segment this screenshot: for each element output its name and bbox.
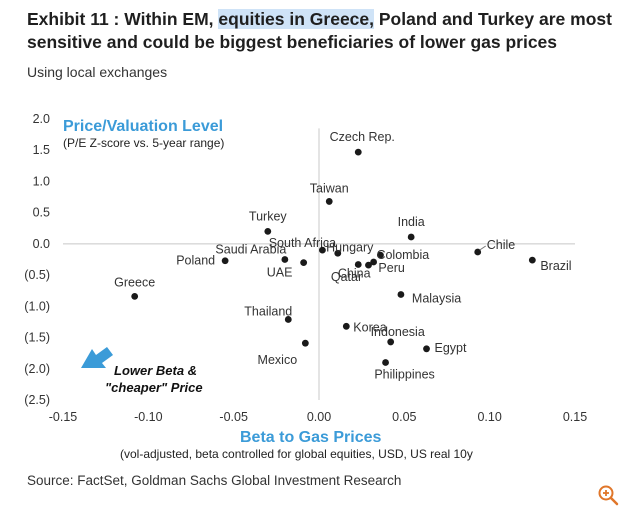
y-tick-label: (1.5) [24, 331, 50, 345]
data-labels: Czech Rep. Taiwan Turkey India South AfricaH… [114, 130, 571, 381]
y-tick-label: 0.5 [33, 206, 50, 220]
label-china: China [338, 266, 371, 280]
annotation-line-2: "cheaper" Price [105, 380, 203, 395]
x-tick-label: -0.10 [134, 410, 163, 424]
label-korea: Korea [353, 320, 386, 334]
scatter-chart: 2.0 1.5 1.0 0.5 0.0 (0.5) (1.0) (1.5) (2.0) (2.5)… [24, 112, 587, 461]
x-tick-label: -0.15 [49, 410, 78, 424]
label-chile: Chile [487, 238, 516, 252]
point-india [407, 233, 415, 241]
point-malaysia [397, 291, 405, 298]
y-axis-note: (P/E Z-score vs. 5-year range) [63, 136, 224, 150]
leader-line-chile [479, 245, 486, 251]
point-taiwan [325, 198, 333, 205]
data-points [131, 148, 536, 366]
point-egypt [423, 345, 430, 353]
point-uae [300, 259, 308, 267]
point-korea [342, 322, 350, 330]
y-tick-label: (2.0) [24, 362, 50, 376]
y-axis-title: Price/Valuation Level [63, 118, 223, 135]
label-uae: UAE [267, 266, 293, 280]
point-turkey [264, 228, 272, 235]
title-prefix: Exhibit 11 : Within EM, [27, 9, 219, 29]
label-colombia: Colombia [376, 248, 429, 262]
annotation-line-1: Lower Beta & [114, 363, 197, 378]
label-qatar: Qatar [331, 270, 362, 284]
label-hungary: Hungary [326, 240, 374, 254]
y-tick-label: 2.0 [33, 112, 50, 126]
x-tick-label: 0.00 [307, 410, 331, 424]
label-philippines: Philippines [374, 368, 434, 382]
label-thailand: Thailand [244, 304, 292, 318]
point-peru [370, 258, 378, 266]
label-peru: Peru [378, 261, 404, 275]
point-mexico [301, 339, 309, 347]
x-tick-label: 0.15 [563, 410, 587, 424]
zoom-in-icon[interactable] [597, 484, 619, 506]
point-south-africa [319, 246, 326, 254]
label-brazil: Brazil [540, 259, 571, 273]
point-czech-rep [354, 148, 362, 156]
x-tick-label: -0.05 [219, 410, 248, 424]
y-tick-label: (0.5) [24, 268, 50, 282]
point-china [354, 261, 362, 268]
title-highlight: equities in Greece, [218, 9, 375, 29]
label-poland: Poland [176, 254, 215, 268]
label-greece: Greece [114, 275, 155, 289]
y-tick-label: (1.0) [24, 299, 50, 313]
point-chile [474, 248, 482, 256]
y-tick-label: (2.5) [24, 393, 50, 407]
point-greece [131, 292, 139, 300]
x-axis-title: Beta to Gas Prices [240, 429, 382, 446]
label-czech-rep: Czech Rep. [330, 130, 395, 144]
point-colombia [377, 251, 384, 259]
point-saudi-arabia [281, 256, 289, 263]
point-indonesia [387, 338, 395, 346]
point-poland [221, 257, 229, 265]
label-indonesia: Indonesia [371, 325, 425, 339]
y-tick-label: 1.5 [33, 143, 50, 157]
x-tick-label: 0.05 [392, 410, 416, 424]
label-india: India [398, 215, 425, 229]
point-brazil [528, 256, 536, 264]
chart-subtitle: Using local exchanges [27, 64, 168, 80]
chart-title: Exhibit 11 : Within EM, equities in Gree… [27, 8, 617, 54]
label-turkey: Turkey [249, 209, 287, 223]
x-axis-note: (vol-adjusted, beta controlled for globa… [120, 447, 473, 461]
label-taiwan: Taiwan [310, 181, 349, 195]
label-saudi-arabia: Saudi Arabia [215, 243, 286, 257]
y-tick-label: 0.0 [33, 237, 50, 251]
label-mexico: Mexico [258, 353, 298, 367]
label-malaysia: Malaysia [412, 291, 461, 305]
title-suffix: Poland and Turkey are most sensitive and… [27, 9, 612, 52]
point-hungary [334, 249, 342, 257]
source-note: Source: FactSet, Goldman Sachs Global In… [27, 473, 402, 488]
x-tick-label: 0.10 [477, 410, 501, 424]
y-tick-labels: 2.0 1.5 1.0 0.5 0.0 (0.5) (1.0) (1.5) (2.0) (2.5) [24, 112, 50, 407]
arrow-down-left-icon [81, 347, 113, 368]
label-south-africa: South Africa [269, 236, 336, 250]
y-tick-label: 1.0 [33, 174, 50, 188]
point-thailand [284, 316, 292, 323]
label-egypt: Egypt [435, 341, 467, 355]
point-philippines [382, 359, 389, 366]
point-qatar [365, 261, 372, 269]
x-tick-labels: -0.15 -0.10 -0.05 0.00 0.05 0.10 0.15 [49, 410, 587, 424]
